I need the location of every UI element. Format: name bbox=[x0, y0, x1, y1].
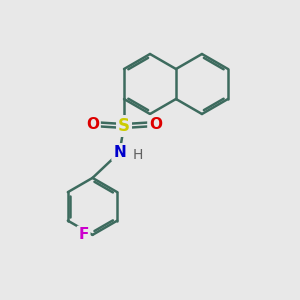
Text: S: S bbox=[118, 117, 130, 135]
Text: F: F bbox=[78, 227, 89, 242]
Text: O: O bbox=[149, 117, 162, 132]
Text: O: O bbox=[86, 117, 99, 132]
Text: N: N bbox=[113, 145, 126, 160]
Text: H: H bbox=[132, 148, 143, 162]
